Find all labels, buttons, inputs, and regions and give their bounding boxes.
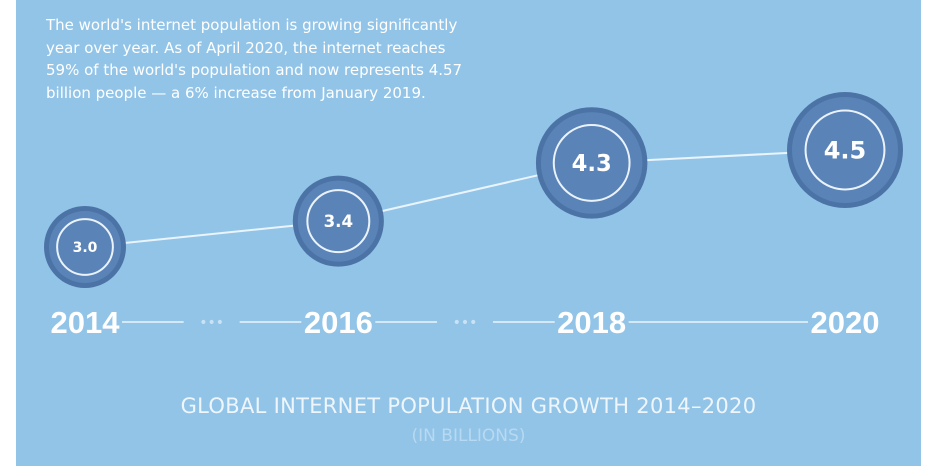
- bubble-ring: [306, 189, 371, 254]
- data-point-2020: 4.5: [787, 92, 903, 208]
- timeline-axis: ••• •••: [122, 315, 808, 331]
- value-label: 3.4: [324, 212, 354, 231]
- bubble-fill: [540, 112, 643, 214]
- bubble-ring: [552, 124, 631, 202]
- value-label: 4.5: [824, 137, 867, 165]
- intro-text: The world's internet population is growi…: [46, 16, 463, 102]
- year-label: 2020: [811, 305, 880, 340]
- year-labels: 2014 2016 2018 2020: [51, 305, 880, 340]
- growth-line-layer: [84, 149, 846, 248]
- timeline-dots: •••: [453, 315, 478, 331]
- data-point-2014: 3.0: [44, 206, 126, 288]
- bubble-ring: [804, 109, 886, 191]
- year-label: 2018: [557, 305, 626, 340]
- bubble-ring: [56, 218, 114, 276]
- value-label: 3.0: [73, 240, 98, 256]
- bubble-fill: [297, 180, 379, 262]
- data-point-2018: 4.3: [535, 107, 648, 219]
- data-point-2016: 3.4: [292, 175, 384, 267]
- value-label: 4.3: [572, 151, 612, 177]
- chart-title: GLOBAL INTERNET POPULATION GROWTH 2014–2…: [180, 394, 757, 418]
- chart-subtitle: (IN BILLIONS): [411, 426, 526, 446]
- infographic-panel: The world's internet population is growi…: [16, 0, 921, 466]
- bubble-fill: [792, 97, 898, 203]
- bubble-fill: [49, 211, 121, 283]
- timeline-dots: •••: [199, 315, 224, 331]
- growth-line: [84, 149, 846, 248]
- year-label: 2014: [51, 305, 121, 340]
- data-bubbles: 3.0 3.4 4.3 4.5: [44, 92, 903, 288]
- year-label: 2016: [304, 305, 373, 340]
- growth-chart: ••• ••• 3.0 3.4 4.3 4.5 2014 2016 2018 2020: [44, 92, 903, 340]
